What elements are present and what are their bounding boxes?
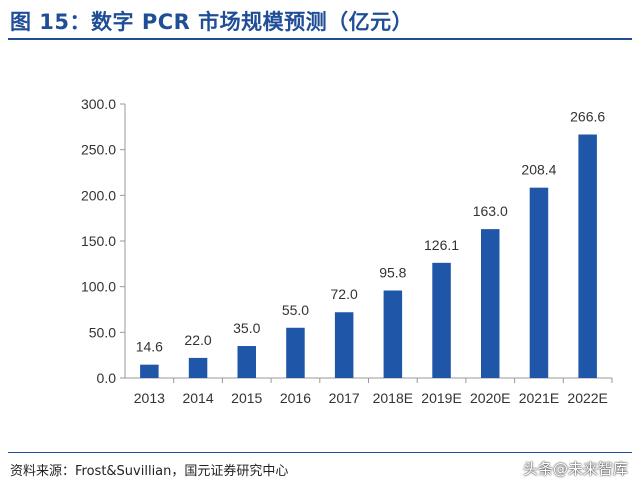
x-tick-label: 2018E <box>373 390 413 406</box>
y-tick-label: 200.0 <box>81 187 116 203</box>
source-note: 资料来源：Frost&Suvillian，国元证券研究中心 <box>10 464 289 479</box>
x-tick-label: 2013 <box>134 390 165 406</box>
bar <box>383 290 403 378</box>
bar <box>286 327 305 378</box>
x-tick-label: 2016 <box>280 390 311 406</box>
y-tick-label: 300.0 <box>81 96 116 112</box>
x-tick-label: 2014 <box>182 390 213 406</box>
x-tick-label: 2021E <box>519 390 559 406</box>
bar-value-label: 266.6 <box>570 109 605 125</box>
bar-value-label: 95.8 <box>379 265 406 281</box>
bar-value-label: 163.0 <box>473 203 508 219</box>
bar-value-label: 126.1 <box>424 237 459 253</box>
x-tick-label: 2019E <box>421 390 461 406</box>
bar <box>578 134 597 378</box>
bar-value-label: 14.6 <box>136 339 163 355</box>
x-tick-label: 2017 <box>329 390 360 406</box>
bar <box>480 229 500 378</box>
bar-series <box>140 134 597 378</box>
bar-value-label: 72.0 <box>331 286 358 302</box>
bar <box>529 187 549 378</box>
x-axis: 2013 2014 2015 2016 2017 2018E 2019E 2020E 2021E… <box>125 377 613 406</box>
footer-divider <box>8 452 632 453</box>
bar <box>237 346 257 378</box>
x-tick-label: 2020E <box>470 390 510 406</box>
bar <box>188 357 208 378</box>
y-tick-label: 0.0 <box>97 370 117 386</box>
y-tick-label: 150.0 <box>81 233 116 249</box>
bar-value-label: 22.0 <box>184 332 211 348</box>
y-axis: 0.0 50.0 100.0 150.0 200.0 250.0 300.0 <box>81 96 126 386</box>
x-tick-label: 2015 <box>231 390 262 406</box>
bar-value-label: 55.0 <box>282 302 309 318</box>
y-tick-label: 50.0 <box>89 324 116 340</box>
figure-header: 图 15：数字 PCR 市场规模预测（亿元） <box>0 0 640 40</box>
bar <box>432 262 451 378</box>
watermark: 头条@未来智库 <box>522 460 628 478</box>
x-tick-label: 2022E <box>567 390 607 406</box>
bar-value-label: 208.4 <box>521 162 556 178</box>
figure-title: 图 15：数字 PCR 市场规模预测（亿元） <box>10 10 414 34</box>
bar-value-label: 35.0 <box>233 320 260 336</box>
title-divider <box>8 38 632 40</box>
bar <box>140 364 159 378</box>
y-tick-label: 100.0 <box>81 279 116 295</box>
data-labels: 14.6 22.0 35.0 55.0 72.0 95.8 126.1 163.0 208.4 2… <box>136 109 606 355</box>
y-tick-label: 250.0 <box>81 142 116 158</box>
bar <box>334 312 354 378</box>
